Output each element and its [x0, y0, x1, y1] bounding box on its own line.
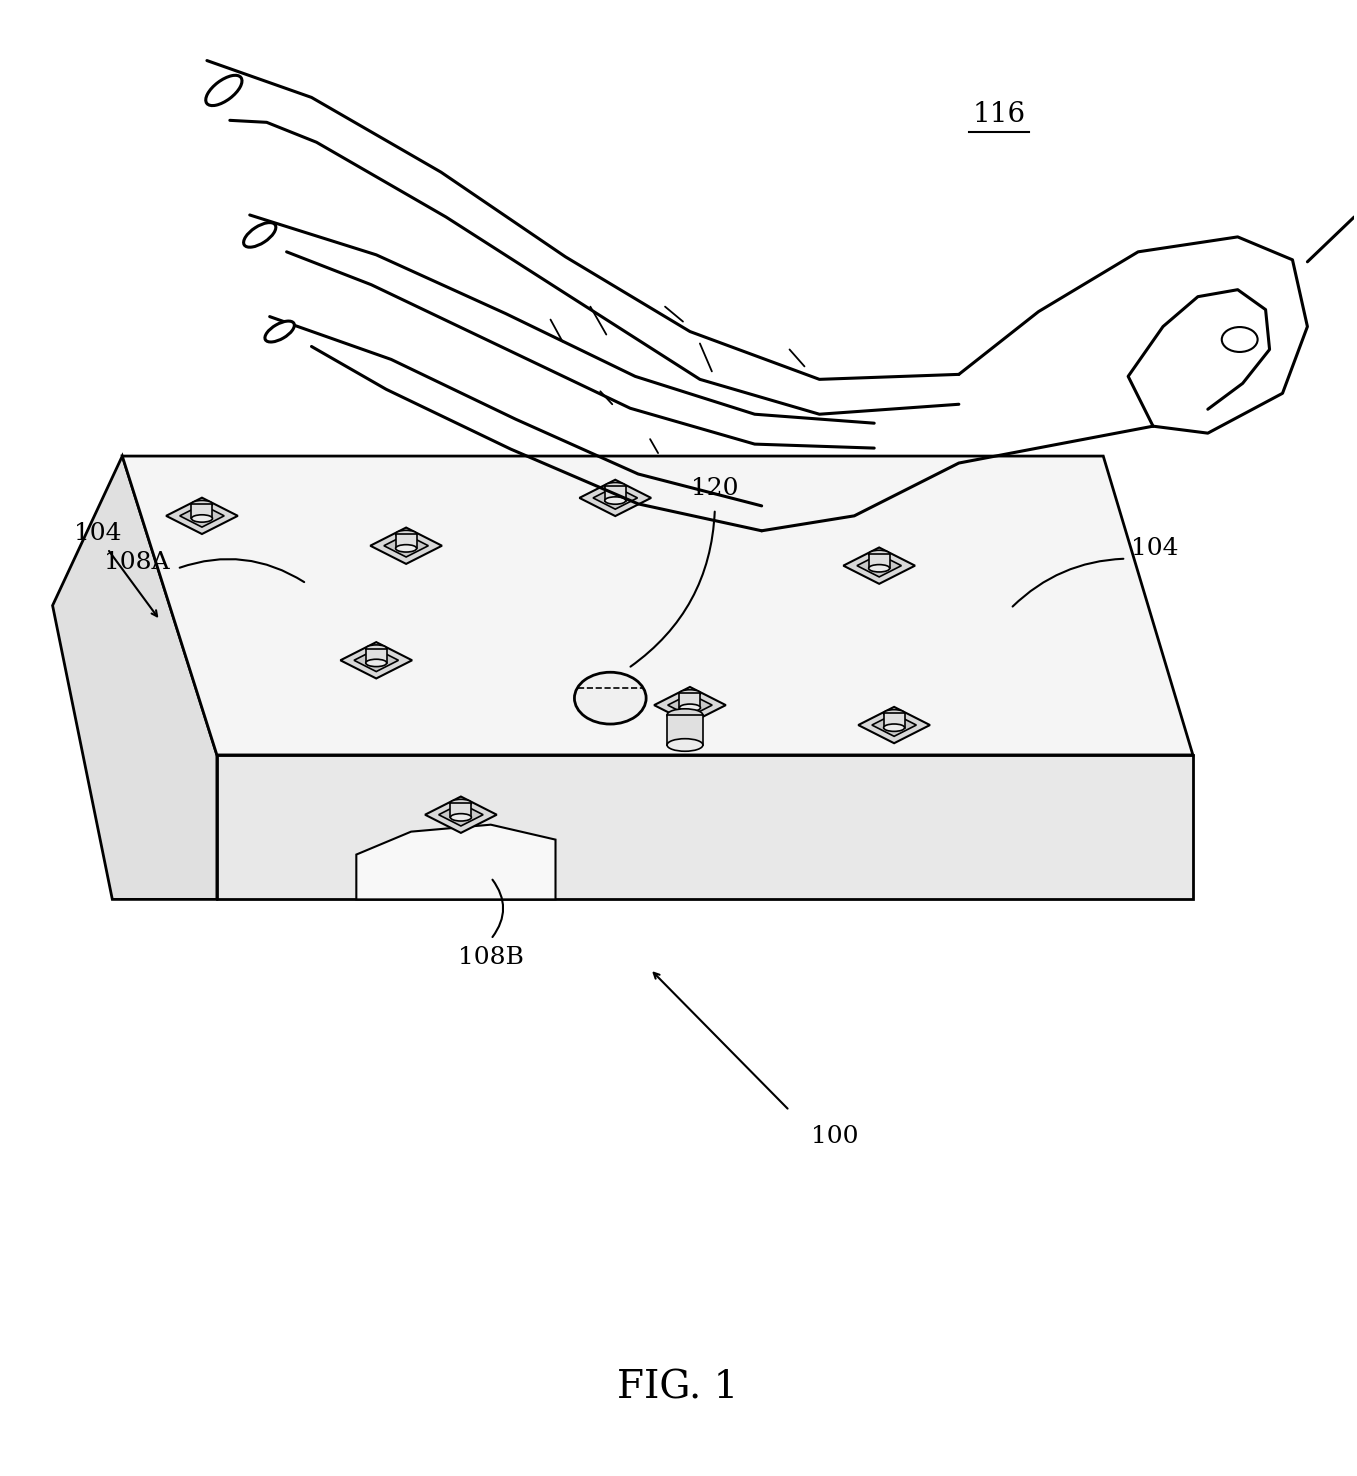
Ellipse shape: [605, 483, 626, 490]
Polygon shape: [438, 803, 483, 827]
Ellipse shape: [244, 223, 275, 246]
Polygon shape: [843, 548, 915, 584]
Polygon shape: [341, 642, 413, 679]
Text: 108A: 108A: [104, 551, 170, 574]
Polygon shape: [166, 497, 237, 534]
Ellipse shape: [868, 565, 890, 573]
Text: 108B: 108B: [457, 946, 524, 968]
Text: 104: 104: [1132, 537, 1179, 561]
Ellipse shape: [366, 645, 387, 652]
Polygon shape: [873, 714, 916, 737]
Polygon shape: [451, 803, 471, 818]
Polygon shape: [425, 797, 497, 832]
Polygon shape: [217, 754, 1193, 899]
Polygon shape: [654, 686, 726, 723]
Polygon shape: [357, 825, 555, 899]
Polygon shape: [668, 694, 712, 716]
Polygon shape: [396, 534, 417, 549]
Polygon shape: [858, 707, 930, 744]
Polygon shape: [384, 534, 429, 556]
Polygon shape: [868, 554, 890, 568]
Ellipse shape: [668, 708, 703, 722]
Ellipse shape: [191, 500, 213, 508]
Text: 100: 100: [810, 1125, 858, 1148]
Ellipse shape: [668, 738, 703, 751]
Ellipse shape: [265, 322, 294, 342]
Ellipse shape: [206, 75, 242, 106]
Ellipse shape: [191, 515, 213, 523]
Polygon shape: [883, 713, 905, 728]
Ellipse shape: [1221, 328, 1258, 351]
Polygon shape: [191, 505, 213, 518]
Ellipse shape: [396, 530, 417, 537]
Polygon shape: [593, 487, 638, 509]
Polygon shape: [53, 456, 217, 899]
Ellipse shape: [366, 660, 387, 667]
Ellipse shape: [451, 800, 471, 807]
Ellipse shape: [574, 672, 646, 725]
Polygon shape: [579, 480, 651, 517]
Ellipse shape: [868, 551, 890, 558]
Polygon shape: [179, 505, 224, 527]
Text: 116: 116: [972, 100, 1026, 128]
Polygon shape: [668, 714, 703, 745]
Ellipse shape: [883, 725, 905, 732]
Ellipse shape: [451, 813, 471, 821]
Polygon shape: [366, 648, 387, 663]
Polygon shape: [122, 456, 1193, 754]
Ellipse shape: [396, 545, 417, 552]
Ellipse shape: [605, 497, 626, 505]
Ellipse shape: [883, 710, 905, 717]
Polygon shape: [680, 694, 700, 708]
Polygon shape: [858, 555, 901, 577]
Polygon shape: [370, 527, 442, 564]
Text: 120: 120: [691, 477, 738, 500]
Polygon shape: [605, 486, 626, 500]
Text: FIG. 1: FIG. 1: [617, 1370, 738, 1407]
Text: 104: 104: [75, 523, 122, 545]
Polygon shape: [354, 649, 399, 672]
Ellipse shape: [680, 704, 700, 711]
Ellipse shape: [680, 689, 700, 697]
